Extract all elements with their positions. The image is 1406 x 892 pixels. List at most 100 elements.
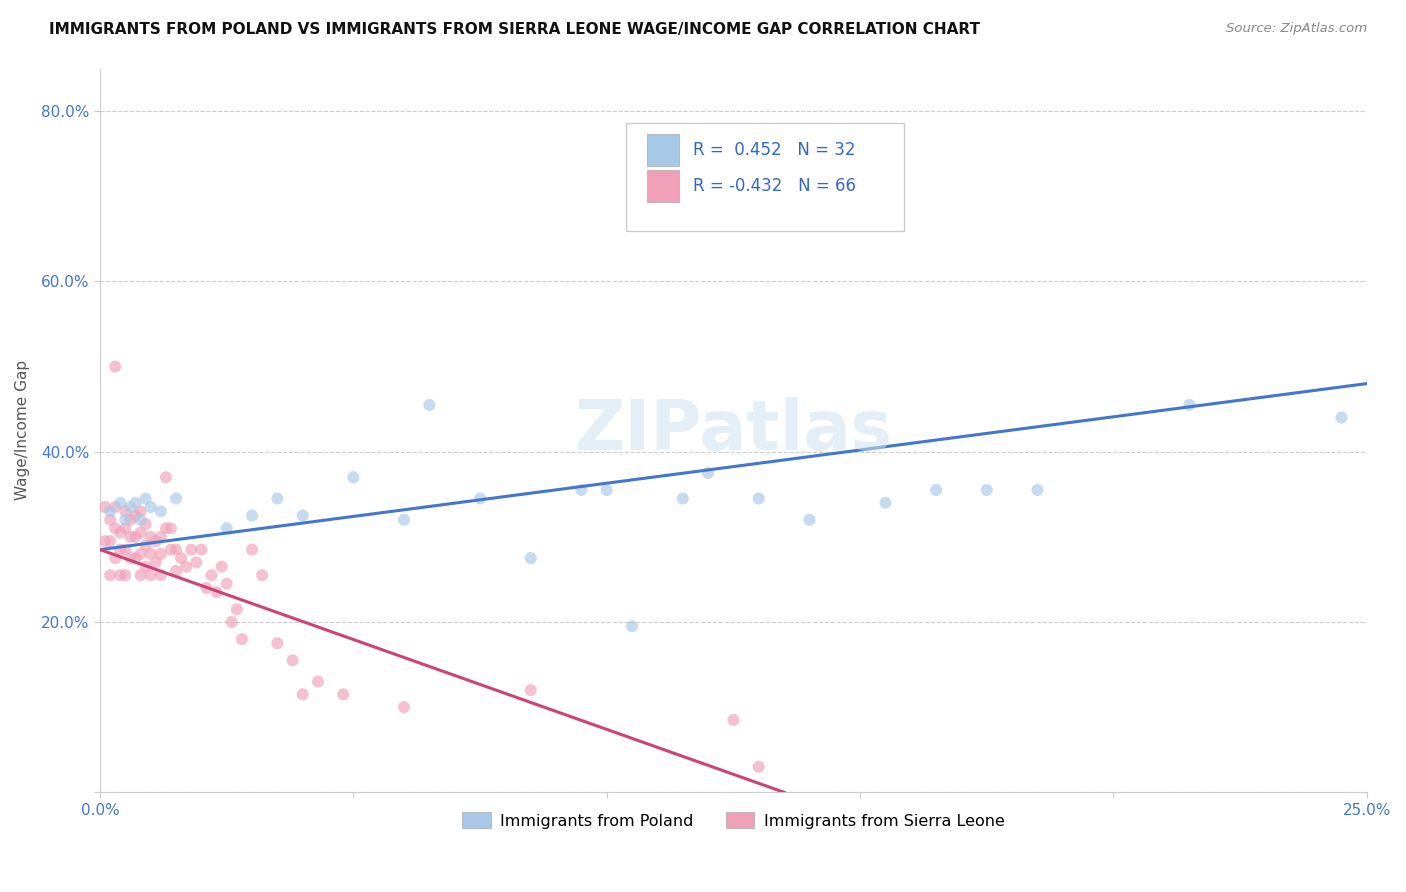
Point: [124, 530, 146, 544]
Point: [129, 513, 152, 527]
Point: [104, 521, 127, 535]
Point: [165, 564, 187, 578]
Point: [120, 530, 142, 544]
Point: [468, 491, 491, 506]
Point: [291, 687, 314, 701]
Point: [114, 521, 136, 535]
Point: [1178, 398, 1201, 412]
Point: [571, 483, 593, 497]
Point: [266, 491, 288, 506]
Point: [139, 500, 162, 514]
Point: [307, 674, 329, 689]
Point: [596, 483, 619, 497]
Point: [104, 500, 127, 514]
Point: [186, 555, 208, 569]
Y-axis label: Wage/Income Gap: Wage/Income Gap: [15, 360, 30, 500]
Point: [149, 504, 172, 518]
Point: [723, 713, 745, 727]
Point: [135, 538, 157, 552]
Text: Source: ZipAtlas.com: Source: ZipAtlas.com: [1226, 22, 1367, 36]
Point: [875, 496, 897, 510]
Text: IMMIGRANTS FROM POLAND VS IMMIGRANTS FROM SIERRA LEONE WAGE/INCOME GAP CORRELATI: IMMIGRANTS FROM POLAND VS IMMIGRANTS FRO…: [49, 22, 980, 37]
Point: [748, 760, 770, 774]
Point: [180, 542, 202, 557]
Point: [110, 525, 132, 540]
Text: ZIPatlas: ZIPatlas: [575, 397, 893, 464]
Point: [1026, 483, 1049, 497]
Point: [266, 636, 288, 650]
Point: [697, 466, 720, 480]
Point: [94, 534, 117, 549]
Point: [392, 700, 415, 714]
Point: [1330, 410, 1353, 425]
Point: [139, 568, 162, 582]
Point: [129, 504, 152, 518]
Point: [104, 551, 127, 566]
Point: [114, 542, 136, 557]
Point: [124, 496, 146, 510]
Point: [155, 521, 177, 535]
Point: [195, 581, 218, 595]
Point: [976, 483, 998, 497]
FancyBboxPatch shape: [626, 123, 904, 231]
Point: [250, 568, 273, 582]
Point: [120, 500, 142, 514]
FancyBboxPatch shape: [647, 169, 679, 202]
Point: [98, 504, 121, 518]
Point: [98, 568, 121, 582]
Point: [135, 491, 157, 506]
Point: [155, 470, 177, 484]
Point: [215, 576, 238, 591]
Point: [114, 504, 136, 518]
Point: [129, 547, 152, 561]
Point: [129, 525, 152, 540]
Point: [215, 521, 238, 535]
Point: [124, 551, 146, 566]
Point: [165, 491, 187, 506]
Point: [114, 513, 136, 527]
Point: [925, 483, 948, 497]
Point: [205, 585, 228, 599]
Point: [135, 517, 157, 532]
Point: [281, 653, 304, 667]
Point: [124, 508, 146, 523]
Point: [799, 513, 821, 527]
Point: [519, 683, 541, 698]
Point: [160, 542, 183, 557]
Point: [221, 615, 243, 629]
Point: [104, 359, 127, 374]
Point: [225, 602, 247, 616]
Point: [135, 559, 157, 574]
Point: [200, 568, 222, 582]
Text: R =  0.452   N = 32: R = 0.452 N = 32: [693, 141, 855, 159]
Point: [240, 508, 263, 523]
Point: [160, 521, 183, 535]
Point: [139, 530, 162, 544]
Point: [519, 551, 541, 566]
Point: [94, 500, 117, 514]
Point: [211, 559, 233, 574]
Point: [165, 542, 187, 557]
Point: [120, 513, 142, 527]
Text: R = -0.432   N = 66: R = -0.432 N = 66: [693, 178, 856, 195]
FancyBboxPatch shape: [647, 134, 679, 166]
Point: [149, 547, 172, 561]
Legend: Immigrants from Poland, Immigrants from Sierra Leone: Immigrants from Poland, Immigrants from …: [456, 805, 1011, 835]
Point: [170, 551, 193, 566]
Point: [231, 632, 253, 646]
Point: [139, 547, 162, 561]
Point: [145, 555, 167, 569]
Point: [332, 687, 354, 701]
Point: [748, 491, 770, 506]
Point: [110, 542, 132, 557]
Point: [149, 568, 172, 582]
Point: [149, 530, 172, 544]
Point: [98, 513, 121, 527]
Point: [129, 568, 152, 582]
Point: [174, 559, 197, 574]
Point: [392, 513, 415, 527]
Point: [110, 496, 132, 510]
Point: [190, 542, 212, 557]
Point: [291, 508, 314, 523]
Point: [672, 491, 695, 506]
